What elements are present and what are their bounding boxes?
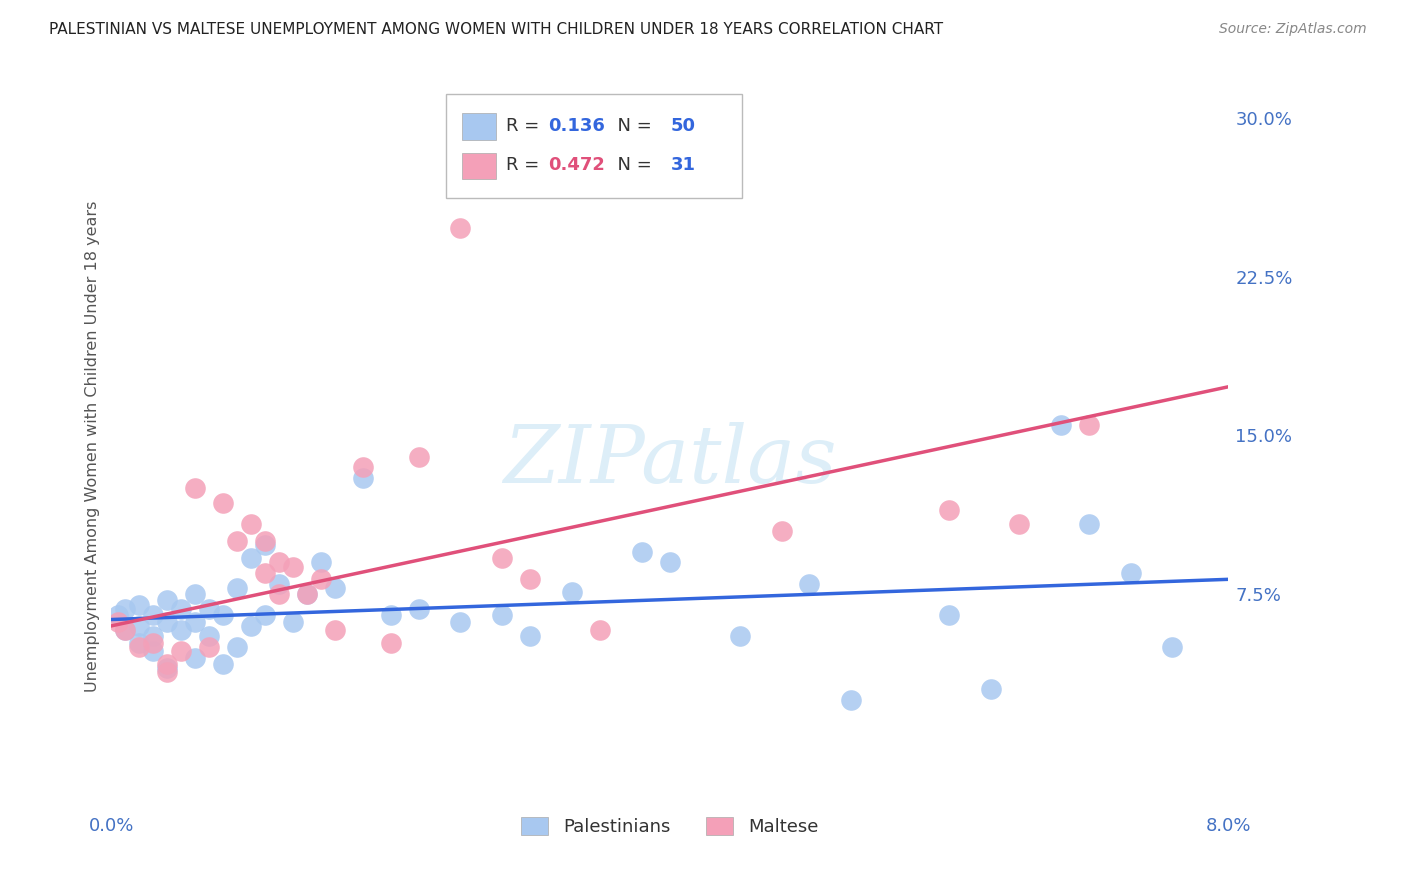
Point — [449, 615, 471, 629]
Point — [1077, 517, 1099, 532]
Point — [253, 608, 276, 623]
Point — [156, 665, 179, 680]
Text: 50: 50 — [671, 117, 696, 135]
Point — [938, 608, 960, 623]
Point — [799, 576, 821, 591]
Point — [142, 636, 165, 650]
Text: N =: N = — [606, 117, 658, 135]
Point — [1161, 640, 1184, 654]
Point — [212, 608, 235, 623]
Legend: Palestinians, Maltese: Palestinians, Maltese — [515, 810, 825, 844]
Point — [938, 502, 960, 516]
Point — [1008, 517, 1031, 532]
Point — [198, 630, 221, 644]
Point — [491, 608, 513, 623]
Point — [519, 572, 541, 586]
Point — [156, 593, 179, 607]
Point — [352, 460, 374, 475]
Point — [323, 623, 346, 637]
Point — [561, 585, 583, 599]
Point — [267, 576, 290, 591]
Point — [449, 221, 471, 235]
Point — [408, 602, 430, 616]
Point — [281, 559, 304, 574]
Text: 0.472: 0.472 — [548, 156, 605, 175]
Point — [253, 534, 276, 549]
Point — [107, 608, 129, 623]
Point — [253, 539, 276, 553]
Point — [309, 572, 332, 586]
Point — [184, 481, 207, 495]
Point — [156, 657, 179, 671]
Point — [128, 640, 150, 654]
Point — [631, 545, 654, 559]
Point — [1049, 417, 1071, 432]
Point — [128, 619, 150, 633]
Point — [240, 619, 263, 633]
Point — [519, 630, 541, 644]
Point — [107, 615, 129, 629]
Point — [184, 615, 207, 629]
Point — [226, 581, 249, 595]
Point — [170, 623, 193, 637]
Point — [184, 587, 207, 601]
Point — [156, 661, 179, 675]
Text: R =: R = — [506, 156, 544, 175]
Point — [589, 623, 612, 637]
Point — [198, 640, 221, 654]
Point — [491, 551, 513, 566]
Text: ZIPatlas: ZIPatlas — [503, 422, 837, 500]
Point — [253, 566, 276, 580]
Text: 31: 31 — [671, 156, 696, 175]
Point — [980, 682, 1002, 697]
Text: N =: N = — [606, 156, 658, 175]
FancyBboxPatch shape — [463, 153, 495, 179]
Point — [114, 602, 136, 616]
Point — [142, 630, 165, 644]
Text: 0.136: 0.136 — [548, 117, 605, 135]
Point — [212, 496, 235, 510]
Point — [114, 623, 136, 637]
Point — [226, 534, 249, 549]
Point — [267, 587, 290, 601]
Y-axis label: Unemployment Among Women with Children Under 18 years: Unemployment Among Women with Children U… — [86, 201, 100, 691]
Text: PALESTINIAN VS MALTESE UNEMPLOYMENT AMONG WOMEN WITH CHILDREN UNDER 18 YEARS COR: PALESTINIAN VS MALTESE UNEMPLOYMENT AMON… — [49, 22, 943, 37]
Point — [128, 636, 150, 650]
FancyBboxPatch shape — [447, 94, 742, 198]
Point — [226, 640, 249, 654]
Point — [142, 608, 165, 623]
Point — [170, 644, 193, 658]
Point — [352, 471, 374, 485]
Point — [114, 623, 136, 637]
Point — [839, 693, 862, 707]
Point — [309, 555, 332, 569]
Point — [380, 608, 402, 623]
Point — [408, 450, 430, 464]
Point — [281, 615, 304, 629]
Point — [295, 587, 318, 601]
Text: Source: ZipAtlas.com: Source: ZipAtlas.com — [1219, 22, 1367, 37]
Point — [1077, 417, 1099, 432]
Point — [728, 630, 751, 644]
Point — [170, 602, 193, 616]
Point — [184, 650, 207, 665]
Point — [212, 657, 235, 671]
Point — [295, 587, 318, 601]
Point — [770, 524, 793, 538]
Point — [156, 615, 179, 629]
Point — [658, 555, 681, 569]
Point — [267, 555, 290, 569]
Point — [142, 644, 165, 658]
Point — [128, 598, 150, 612]
FancyBboxPatch shape — [463, 113, 495, 139]
Point — [240, 551, 263, 566]
Point — [240, 517, 263, 532]
Point — [1119, 566, 1142, 580]
Point — [198, 602, 221, 616]
Point — [380, 636, 402, 650]
Text: R =: R = — [506, 117, 544, 135]
Point — [323, 581, 346, 595]
